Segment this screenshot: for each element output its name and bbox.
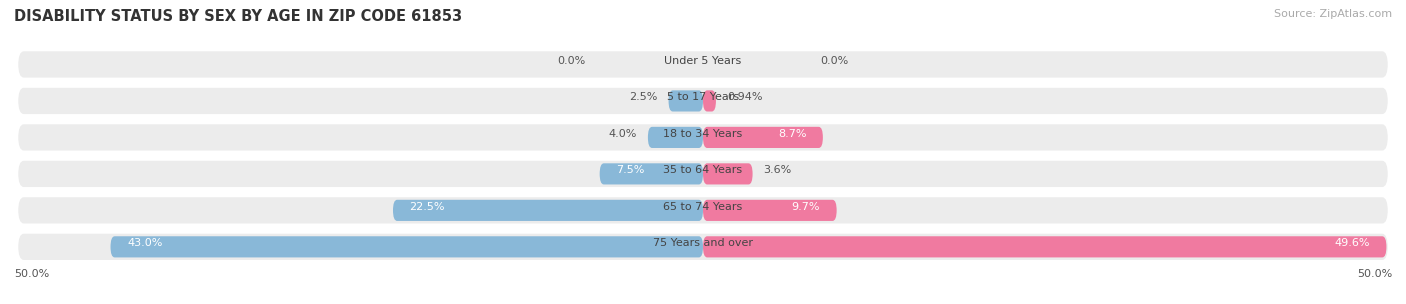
Text: 0.94%: 0.94% — [727, 92, 762, 102]
Text: 43.0%: 43.0% — [127, 238, 163, 248]
Text: 35 to 64 Years: 35 to 64 Years — [664, 165, 742, 175]
FancyBboxPatch shape — [703, 127, 823, 148]
Text: 2.5%: 2.5% — [628, 92, 658, 102]
Legend: Male, Female: Male, Female — [643, 303, 763, 304]
FancyBboxPatch shape — [703, 200, 837, 221]
FancyBboxPatch shape — [703, 236, 1386, 257]
FancyBboxPatch shape — [18, 234, 1388, 260]
Text: 3.6%: 3.6% — [763, 165, 792, 175]
FancyBboxPatch shape — [703, 163, 752, 185]
Text: 7.5%: 7.5% — [616, 165, 644, 175]
Text: 8.7%: 8.7% — [778, 129, 807, 139]
FancyBboxPatch shape — [394, 200, 703, 221]
Text: 49.6%: 49.6% — [1334, 238, 1369, 248]
FancyBboxPatch shape — [669, 90, 703, 112]
FancyBboxPatch shape — [18, 124, 1388, 150]
FancyBboxPatch shape — [703, 90, 716, 112]
Text: 75 Years and over: 75 Years and over — [652, 238, 754, 248]
Text: 50.0%: 50.0% — [1357, 269, 1392, 279]
Text: 50.0%: 50.0% — [14, 269, 49, 279]
Text: DISABILITY STATUS BY SEX BY AGE IN ZIP CODE 61853: DISABILITY STATUS BY SEX BY AGE IN ZIP C… — [14, 9, 463, 24]
Text: 0.0%: 0.0% — [820, 56, 848, 66]
Text: 65 to 74 Years: 65 to 74 Years — [664, 202, 742, 212]
Text: 18 to 34 Years: 18 to 34 Years — [664, 129, 742, 139]
FancyBboxPatch shape — [18, 161, 1388, 187]
Text: 5 to 17 Years: 5 to 17 Years — [666, 92, 740, 102]
FancyBboxPatch shape — [599, 163, 703, 185]
Text: 4.0%: 4.0% — [609, 129, 637, 139]
FancyBboxPatch shape — [111, 236, 703, 257]
Text: 0.0%: 0.0% — [558, 56, 586, 66]
Text: Source: ZipAtlas.com: Source: ZipAtlas.com — [1274, 9, 1392, 19]
FancyBboxPatch shape — [18, 197, 1388, 223]
FancyBboxPatch shape — [18, 88, 1388, 114]
Text: 22.5%: 22.5% — [409, 202, 446, 212]
FancyBboxPatch shape — [648, 127, 703, 148]
Text: Under 5 Years: Under 5 Years — [665, 56, 741, 66]
FancyBboxPatch shape — [18, 51, 1388, 78]
Text: 9.7%: 9.7% — [792, 202, 820, 212]
